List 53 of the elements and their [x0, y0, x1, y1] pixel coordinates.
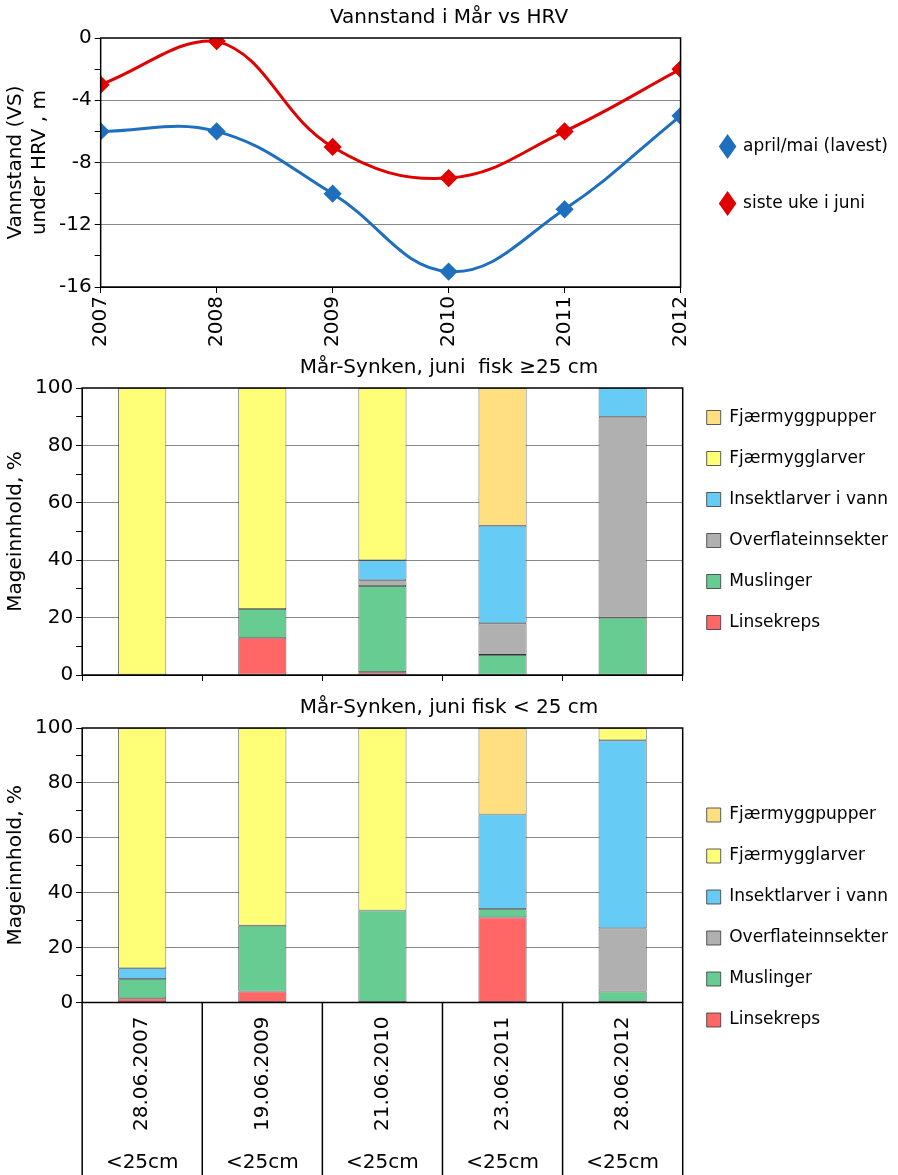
text: <25cm	[466, 1149, 539, 1174]
legend-label: Linsekreps	[729, 610, 821, 631]
text: <25cm	[105, 1149, 179, 1174]
legend-label: Fjærmygglarver	[729, 446, 865, 467]
y-tick-label: 20	[47, 603, 74, 628]
text: <25cm	[586, 1149, 659, 1174]
x-tick-label: 21.06.2010	[368, 1016, 393, 1131]
y-tick-label: 40	[47, 878, 74, 903]
y-axis-title: Mageinnhold, %	[2, 785, 27, 946]
legend-label: Linsekreps	[729, 1008, 821, 1029]
text: <25cm	[346, 1149, 419, 1174]
text: <25cm	[225, 1149, 299, 1174]
x-tick-label: 2012	[666, 296, 691, 348]
legend-label: Fjærmyggpupper	[729, 803, 876, 824]
x-tick-label: 23.06.2011	[488, 1016, 513, 1131]
y-tick-label: 100	[34, 374, 74, 399]
y-tick-label: 0	[60, 988, 74, 1013]
legend-label: april/mai (lavest)	[743, 134, 889, 155]
y-tick-label: 20	[47, 933, 74, 958]
legend-label: Insektlarver i vann	[729, 487, 888, 508]
y-tick-label: 60	[47, 824, 74, 848]
legend-label: Muslinger	[729, 967, 812, 988]
x-tick-label: 28.06.2012	[608, 1016, 633, 1131]
x-tick-label: 2011	[550, 296, 575, 348]
legend-label: Muslinger	[729, 569, 812, 590]
chart-title: Mår-Synken, juni fisk ≥25 cm	[299, 354, 599, 379]
y-tick-label: 0	[60, 661, 74, 686]
y-tick-label: -12	[58, 211, 92, 236]
y-tick-label: -4	[71, 86, 92, 111]
legend-label: Overflateinnsekter	[729, 926, 888, 947]
x-tick-label: 28.06.2007	[128, 1016, 153, 1131]
legend-label: Fjærmyggpupper	[729, 405, 876, 426]
y-tick-label: 100	[34, 714, 74, 739]
y-tick-label: 60	[47, 489, 74, 513]
y-tick-label: 0	[78, 24, 92, 49]
legend-label: Fjærmygglarver	[729, 844, 865, 865]
x-tick-label: 19.06.2009	[248, 1016, 273, 1131]
x-tick-label: 2007	[86, 296, 111, 348]
x-tick-label: 2008	[202, 296, 227, 348]
legend-label: Insektlarver i vann	[729, 885, 888, 906]
chart-title: Vannstand i Mår vs HRV	[329, 4, 569, 29]
legend-label: Overflateinnsekter	[729, 528, 888, 549]
y-tick-label: -8	[71, 148, 92, 173]
y-tick-label: 40	[47, 546, 74, 571]
chart-title: Mår-Synken, juni fisk < 25 cm	[299, 694, 599, 719]
y-tick-label: -16	[58, 273, 92, 298]
y-axis-title: Mageinnhold, %	[2, 451, 27, 612]
y-axis-title: Vannstand (VS) under HRV , m	[2, 85, 51, 240]
y-tick-label: 80	[47, 431, 74, 456]
legend-label: siste uke i juni	[743, 191, 866, 212]
x-tick-label: 2009	[318, 296, 343, 348]
y-tick-label: 80	[47, 769, 74, 794]
x-tick-label: 2010	[434, 296, 459, 348]
